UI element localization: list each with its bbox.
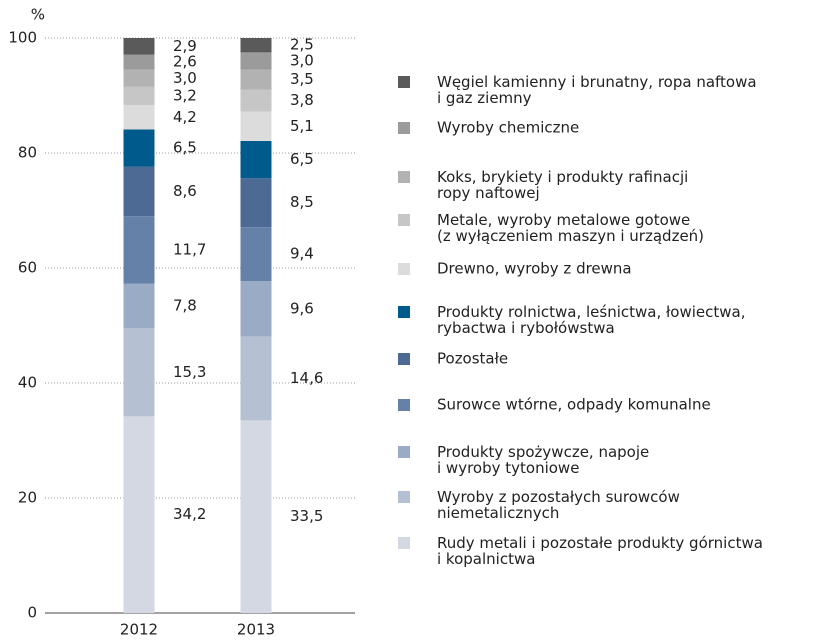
legend-swatch — [398, 491, 410, 503]
bar-segment — [123, 283, 155, 329]
value-label: 9,4 — [290, 245, 314, 263]
value-label: 5,1 — [290, 117, 314, 135]
bar-segment — [240, 52, 272, 70]
legend-label: Węgiel kamienny i brunatny, ropa naftowa… — [437, 73, 757, 107]
y-tick-label: 20 — [18, 489, 37, 507]
legend-swatch — [398, 446, 410, 458]
bar-segment — [123, 166, 155, 217]
value-label: 6,5 — [290, 150, 314, 168]
value-label: 8,6 — [173, 182, 197, 200]
legend-swatch — [398, 214, 410, 226]
value-label: 2,5 — [290, 36, 314, 54]
legend-label: Rudy metali i pozostałe produkty górnict… — [437, 534, 763, 568]
y-tick-label: 0 — [27, 604, 37, 622]
value-label: 2,6 — [173, 53, 197, 71]
bar-segment — [123, 129, 155, 167]
legend-label: Drewno, wyroby z drewna — [437, 260, 632, 278]
legend-label: Produkty rolnictwa, leśnictwa, łowiectwa… — [437, 303, 746, 337]
legend-swatch — [398, 537, 410, 549]
value-label: 3,2 — [173, 87, 197, 105]
legend-label: Wyroby chemiczne — [437, 119, 579, 137]
legend-label: Pozostałe — [437, 350, 508, 368]
y-tick-label: 60 — [18, 259, 37, 277]
bar-segment — [123, 216, 155, 284]
legend-swatch — [398, 306, 410, 318]
legend-swatch — [398, 399, 410, 411]
value-label: 3,8 — [290, 91, 314, 109]
value-label: 33,5 — [290, 507, 323, 525]
legend-label: Koks, brykiety i produkty rafinacji ropy … — [437, 168, 688, 202]
legend-swatch — [398, 122, 410, 134]
value-label: 11,7 — [173, 240, 206, 258]
value-label: 7,8 — [173, 296, 197, 314]
bar-segment — [240, 111, 272, 141]
value-label: 15,3 — [173, 363, 206, 381]
bar-segment — [240, 38, 272, 53]
bar-segment — [240, 89, 272, 112]
value-label: 8,5 — [290, 193, 314, 211]
value-label: 3,0 — [173, 69, 197, 87]
legend-label: Produkty spożywcze, napoje i wyroby tyton… — [437, 443, 649, 477]
value-label: 3,5 — [290, 70, 314, 88]
bar-segment — [240, 227, 272, 282]
y-tick-label: 40 — [18, 374, 37, 392]
x-tick-label: 2012 — [120, 621, 158, 639]
legend-label: Wyroby z pozostałych surowców niemetalicz… — [437, 488, 680, 522]
bar-segment — [240, 178, 272, 228]
legend-swatch — [398, 76, 410, 88]
value-label: 2,9 — [173, 37, 197, 55]
bar-segment — [240, 281, 272, 337]
bar-segment — [123, 38, 155, 55]
bar-segment — [123, 105, 155, 130]
bar-segment — [240, 336, 272, 421]
bar-segment — [123, 416, 155, 613]
value-label: 3,0 — [290, 52, 314, 70]
legend-label: Metale, wyroby metalowe gotowe (z wyłącze… — [437, 211, 704, 245]
legend-swatch — [398, 263, 410, 275]
bar-segment — [123, 86, 155, 106]
value-label: 4,2 — [173, 108, 197, 126]
value-label: 6,5 — [173, 139, 197, 157]
y-tick-label: 80 — [18, 144, 37, 162]
bar-segment — [123, 328, 155, 417]
value-label: 14,6 — [290, 369, 323, 387]
bar-segment — [123, 69, 155, 87]
bar-segment — [240, 420, 272, 613]
value-label: 9,6 — [290, 299, 314, 317]
bar-segment — [240, 69, 272, 90]
y-tick-label: 100 — [8, 29, 37, 47]
legend-swatch — [398, 353, 410, 365]
legend-swatch — [398, 171, 410, 183]
legend-label: Surowce wtórne, odpady komunalne — [437, 396, 711, 414]
y-axis-label: % — [31, 6, 45, 24]
bar-segment — [123, 54, 155, 70]
value-label: 34,2 — [173, 505, 206, 523]
x-tick-label: 2013 — [237, 621, 275, 639]
bar-segment — [240, 140, 272, 179]
